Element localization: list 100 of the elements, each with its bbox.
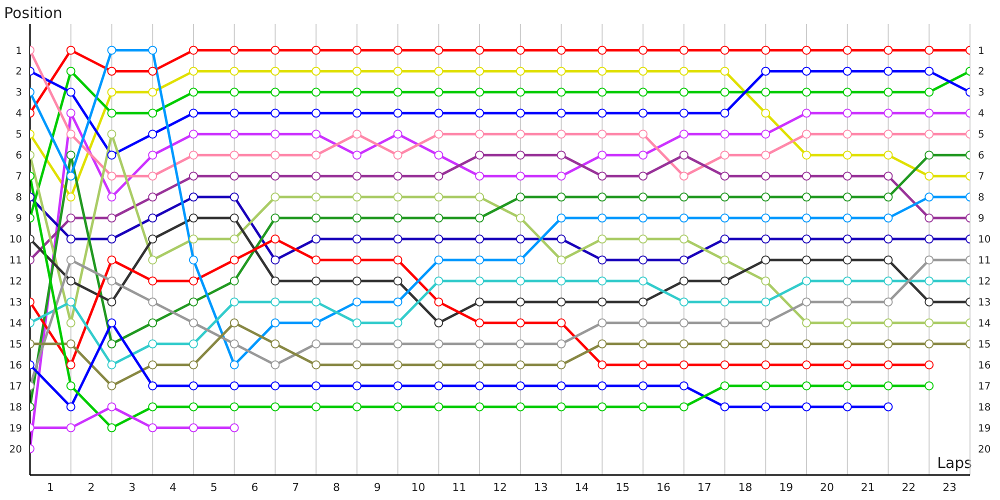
point	[66, 150, 76, 160]
point	[761, 339, 770, 348]
point	[188, 192, 198, 202]
point	[393, 108, 402, 118]
point	[802, 192, 812, 202]
point	[352, 150, 362, 160]
point	[475, 276, 484, 286]
point	[188, 297, 198, 306]
point	[312, 130, 321, 139]
point	[230, 423, 239, 432]
point	[352, 381, 362, 390]
point	[230, 108, 239, 118]
point	[516, 234, 525, 244]
point	[556, 360, 566, 370]
point	[720, 297, 730, 306]
point	[638, 108, 648, 118]
point	[884, 88, 893, 97]
point	[516, 172, 525, 181]
y2-tick-label: 7	[978, 172, 984, 183]
point	[720, 339, 730, 348]
point	[188, 255, 198, 264]
point	[924, 297, 934, 306]
point	[312, 150, 321, 160]
y-tick-label: 19	[9, 423, 22, 434]
point	[598, 297, 607, 306]
point	[598, 130, 607, 139]
point	[802, 214, 812, 223]
point	[66, 276, 76, 286]
point	[270, 318, 280, 328]
point	[475, 172, 484, 181]
point	[720, 130, 730, 139]
x-tick-label: 8	[333, 480, 340, 494]
point	[598, 192, 607, 202]
point	[679, 276, 688, 286]
point	[475, 318, 484, 328]
x-tick-label: 10	[411, 480, 426, 494]
point	[475, 234, 484, 244]
point	[188, 339, 198, 348]
point	[148, 276, 158, 286]
point	[393, 130, 402, 139]
point	[720, 360, 730, 370]
point	[884, 214, 893, 223]
y2-tick-label: 20	[978, 444, 991, 456]
point	[230, 276, 239, 286]
point	[679, 192, 688, 202]
point	[312, 360, 321, 370]
point	[556, 130, 566, 139]
point	[679, 88, 688, 97]
y-tick-label: 17	[9, 381, 22, 392]
point	[720, 318, 730, 328]
point	[884, 255, 893, 264]
point	[230, 150, 239, 160]
point	[148, 297, 158, 306]
point	[884, 172, 893, 181]
point	[924, 381, 934, 390]
point	[107, 276, 116, 286]
point	[761, 172, 770, 181]
point	[393, 172, 402, 181]
point	[66, 318, 76, 328]
point	[352, 276, 362, 286]
point	[230, 402, 239, 412]
point	[556, 108, 566, 118]
point	[516, 150, 525, 160]
point	[148, 234, 158, 244]
point	[188, 108, 198, 118]
point	[188, 172, 198, 181]
point	[352, 130, 362, 139]
point	[924, 276, 934, 286]
point	[66, 234, 76, 244]
point	[556, 234, 566, 244]
point	[761, 318, 770, 328]
point	[352, 297, 362, 306]
point	[638, 66, 648, 76]
point	[66, 66, 76, 76]
point	[230, 255, 239, 264]
x-tick-label: 20	[820, 480, 834, 494]
point	[148, 150, 158, 160]
point	[107, 360, 116, 370]
point	[556, 88, 566, 97]
point	[679, 108, 688, 118]
point	[516, 360, 525, 370]
point	[107, 214, 116, 223]
point	[598, 318, 607, 328]
point	[107, 172, 116, 181]
point	[66, 255, 76, 264]
point	[761, 130, 770, 139]
point	[924, 214, 934, 223]
y-tick-label: 14	[9, 318, 22, 330]
point	[924, 88, 934, 97]
point	[230, 381, 239, 390]
point	[270, 130, 280, 139]
point	[598, 381, 607, 390]
x-tick-label: 11	[452, 480, 466, 494]
point	[393, 339, 402, 348]
point	[720, 150, 730, 160]
point	[720, 214, 730, 223]
point	[188, 381, 198, 390]
point	[270, 339, 280, 348]
point	[556, 339, 566, 348]
point	[679, 172, 688, 181]
